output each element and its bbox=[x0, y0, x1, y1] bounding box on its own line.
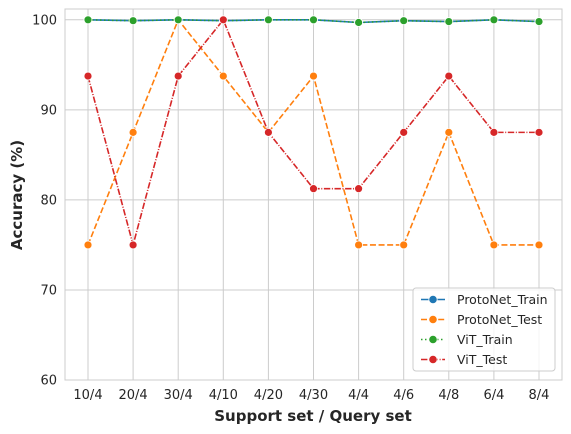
x-tick-label: 4/20 bbox=[254, 388, 283, 403]
data-point bbox=[218, 71, 228, 81]
y-tick-label: 80 bbox=[40, 193, 57, 208]
data-point bbox=[83, 240, 93, 250]
data-point bbox=[83, 71, 93, 81]
legend-marker bbox=[428, 334, 438, 345]
data-point bbox=[354, 184, 364, 194]
x-tick-label: 8/4 bbox=[529, 388, 550, 403]
data-point bbox=[173, 71, 183, 81]
data-point bbox=[489, 240, 499, 250]
data-point bbox=[399, 240, 409, 250]
legend-label: ViT_Train bbox=[457, 332, 513, 347]
data-point bbox=[354, 18, 364, 27]
data-point bbox=[173, 15, 183, 25]
x-tick-label: 4/10 bbox=[209, 388, 238, 403]
data-point bbox=[309, 184, 318, 194]
data-point bbox=[218, 15, 228, 25]
x-tick-label: 6/4 bbox=[483, 388, 504, 403]
data-point bbox=[534, 240, 544, 250]
x-tick-label: 4/8 bbox=[438, 388, 459, 403]
x-tick-label: 4/30 bbox=[299, 388, 328, 403]
x-axis-label: Support set / Query set bbox=[214, 407, 412, 425]
data-point bbox=[444, 17, 454, 27]
data-point bbox=[489, 15, 499, 25]
y-tick-label: 60 bbox=[40, 374, 57, 389]
legend: ProtoNet_Train ProtoNet_Test ViT_Train ViT_… bbox=[412, 287, 556, 372]
data-point bbox=[444, 71, 454, 81]
legend-label: ProtoNet_Train bbox=[457, 292, 548, 307]
x-tick-label: 30/4 bbox=[164, 388, 193, 403]
x-tick-label: 4/4 bbox=[348, 388, 369, 403]
y-tick-label: 100 bbox=[32, 13, 57, 28]
series-lines bbox=[83, 15, 544, 250]
legend-marker bbox=[428, 294, 438, 305]
legend-frame bbox=[412, 287, 556, 372]
tick-labels: 60 70 80 90 100 10/4 20/4 30/4 4/10 4/20 4/30 4/4 4/… bbox=[32, 13, 549, 403]
data-point bbox=[83, 15, 93, 25]
data-point bbox=[309, 71, 318, 81]
data-point bbox=[263, 127, 273, 137]
y-tick-label: 90 bbox=[40, 103, 57, 118]
y-axis-label: Accuracy (%) bbox=[8, 140, 26, 250]
data-point bbox=[399, 127, 409, 137]
data-point bbox=[444, 127, 454, 137]
data-point bbox=[128, 240, 138, 250]
data-point bbox=[309, 15, 318, 25]
x-tick-label: 20/4 bbox=[118, 388, 147, 403]
series-line bbox=[87, 19, 540, 24]
grid-lines bbox=[65, 9, 562, 381]
x-tick-label: 4/6 bbox=[393, 388, 414, 403]
legend-marker bbox=[428, 314, 438, 325]
data-point bbox=[399, 16, 409, 26]
data-point bbox=[534, 17, 544, 27]
data-point bbox=[534, 127, 544, 137]
legend-label: ViT_Test bbox=[457, 352, 507, 367]
data-point bbox=[489, 127, 499, 137]
legend-label: ProtoNet_Test bbox=[457, 312, 542, 327]
data-point bbox=[128, 127, 138, 137]
data-point bbox=[128, 16, 138, 26]
data-point bbox=[263, 15, 273, 25]
y-tick-label: 70 bbox=[40, 283, 57, 298]
x-tick-label: 10/4 bbox=[73, 388, 102, 403]
legend-marker bbox=[428, 354, 438, 365]
data-point bbox=[354, 240, 364, 250]
